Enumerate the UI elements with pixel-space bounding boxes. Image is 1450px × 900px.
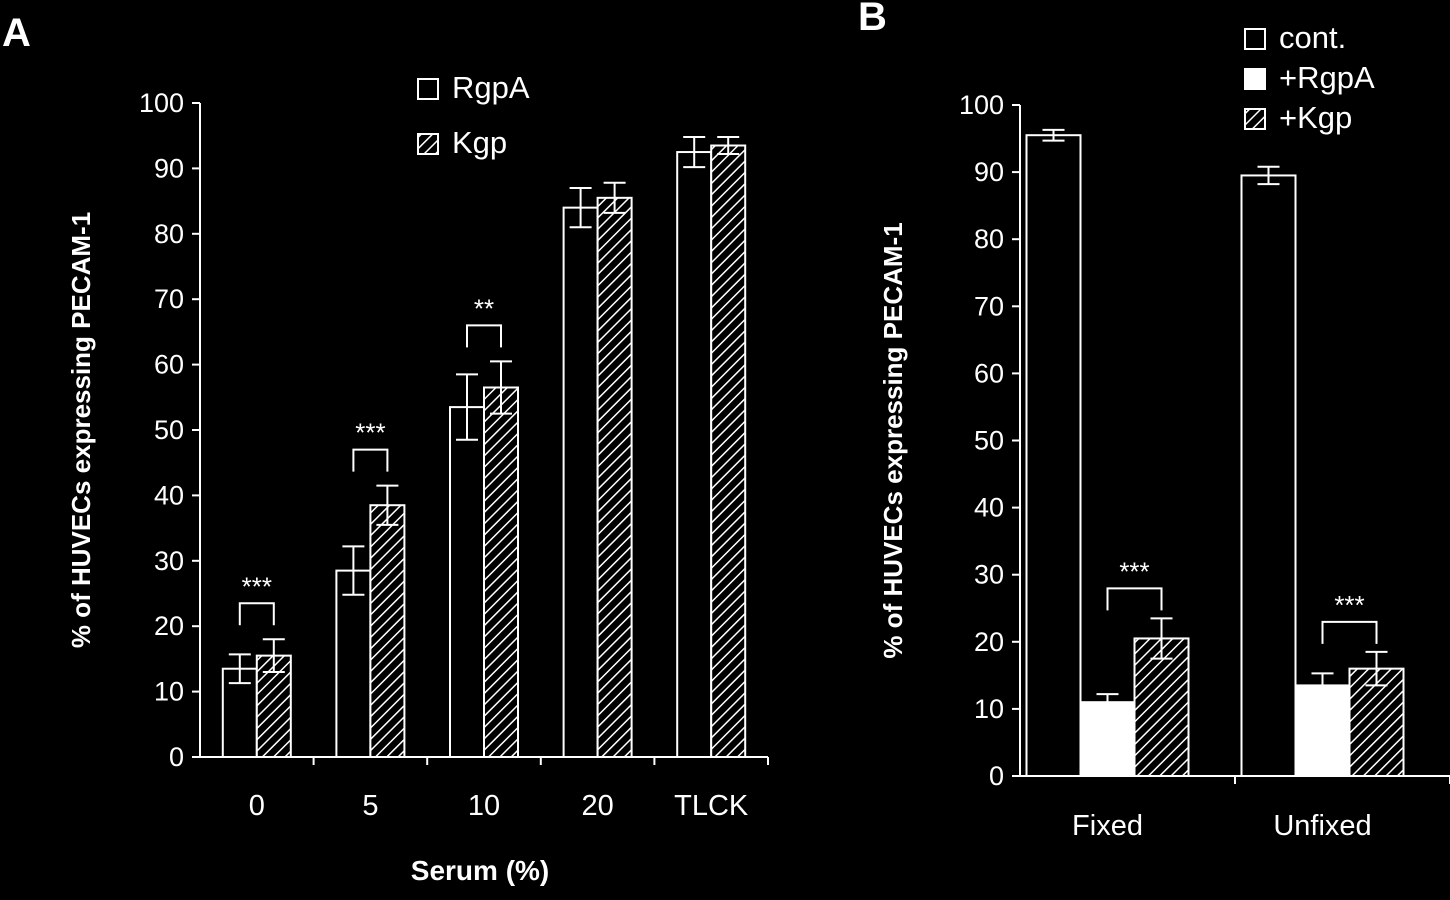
significance-label: ** — [474, 293, 494, 323]
y-tick-label: 80 — [154, 219, 184, 249]
significance-label: *** — [1334, 590, 1364, 620]
y-tick-label: 40 — [154, 480, 184, 510]
bar — [676, 151, 713, 759]
bar — [1133, 637, 1190, 777]
bar — [483, 386, 519, 758]
x-tick-label: Unfixed — [1273, 810, 1371, 842]
significance-bracket — [466, 324, 502, 348]
y-tick-label: 20 — [974, 627, 1004, 657]
y-tick-label: 100 — [959, 90, 1004, 120]
y-tick-label: 90 — [974, 157, 1004, 187]
legend-swatch — [417, 133, 439, 155]
significance-label: *** — [1119, 556, 1149, 586]
y-tick-label: 80 — [974, 224, 1004, 254]
y-tick-label: 30 — [154, 546, 184, 576]
legend-swatch — [1244, 108, 1266, 130]
bar — [596, 196, 633, 758]
bar — [369, 504, 406, 758]
y-tick-label: 40 — [974, 493, 1004, 523]
significance-label: *** — [242, 571, 272, 601]
legend-label: +Kgp — [1279, 100, 1352, 135]
y-tick-label: 60 — [154, 350, 184, 380]
x-tick-label: Fixed — [1072, 810, 1143, 842]
panel-letter: B — [858, 0, 887, 39]
bar — [1079, 701, 1136, 777]
panel-b: B 0 10 20 30 40 50 60 70 80 90 100 Fixed Unfixed *** **… — [858, 0, 1450, 842]
y-tick-label: 70 — [154, 284, 184, 314]
x-tick-label: 5 — [362, 790, 378, 822]
x-tick-label: 20 — [581, 790, 613, 822]
legend-swatch — [1244, 68, 1266, 90]
significance-label: *** — [355, 418, 385, 448]
legend-label: cont. — [1279, 20, 1346, 55]
y-tick-label: 60 — [974, 358, 1004, 388]
bar — [710, 144, 747, 758]
significance-bracket — [238, 602, 275, 626]
legend-swatch — [1244, 28, 1266, 50]
legend-swatch — [417, 78, 439, 100]
legend-label: Kgp — [452, 125, 507, 160]
x-axis-label: Serum (%) — [411, 855, 549, 886]
y-axis-label: % of HUVECs expressing PECAM-1 — [66, 212, 96, 648]
y-tick-label: 50 — [154, 415, 184, 445]
bar — [1348, 667, 1405, 778]
y-tick-label: 30 — [974, 560, 1004, 590]
bar — [449, 406, 485, 758]
y-tick-label: 50 — [974, 426, 1004, 456]
significance-bracket — [352, 448, 389, 472]
x-tick-label: TLCK — [674, 790, 749, 822]
x-tick-label: 10 — [468, 790, 500, 822]
bar — [335, 569, 372, 758]
y-tick-label: 10 — [974, 694, 1004, 724]
y-tick-label: 100 — [139, 88, 184, 118]
y-tick-label: 90 — [154, 153, 184, 183]
bar — [562, 206, 599, 758]
y-axis-label: % of HUVECs expressing PECAM-1 — [878, 222, 908, 658]
bar — [1025, 134, 1082, 777]
bar — [1294, 684, 1351, 777]
legend-label: RgpA — [452, 70, 530, 105]
y-tick-label: 20 — [154, 611, 184, 641]
bar — [1240, 174, 1297, 777]
x-tick-label: 0 — [249, 790, 265, 822]
significance-bracket — [1321, 620, 1378, 644]
significance-bracket — [1106, 587, 1163, 611]
y-tick-label: 0 — [989, 761, 1004, 791]
legend-label: +RgpA — [1279, 60, 1375, 95]
y-tick-label: 70 — [974, 291, 1004, 321]
y-tick-label: 0 — [169, 742, 184, 772]
panel-letter: A — [2, 11, 31, 55]
y-tick-label: 10 — [154, 677, 184, 707]
